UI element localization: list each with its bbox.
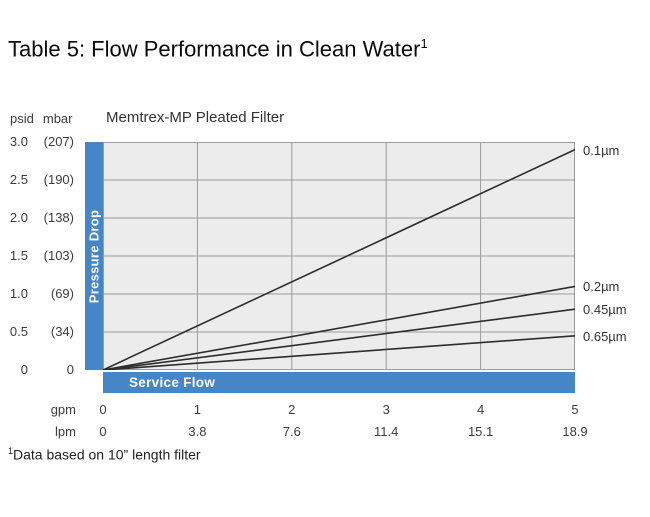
y-tick-mbar: (190) — [43, 172, 74, 187]
x-tick-lpm: 11.4 — [374, 424, 399, 439]
x-tick-gpm: 4 — [476, 402, 485, 417]
y-tick-mbar: (207) — [43, 134, 74, 149]
psid-unit-label: psid — [10, 111, 34, 126]
gpm-unit-label: gpm — [50, 402, 76, 417]
y-tick-mbar: (69) — [50, 286, 74, 301]
x-tick-gpm: 1 — [193, 402, 202, 417]
series-line-0.2µm — [103, 285, 575, 370]
y-tick-row: 2.5 (190) — [0, 172, 76, 188]
y-tick-row: 1.0 (69) — [0, 286, 76, 302]
y-tick-psid: 2.0 — [9, 210, 28, 225]
x-tick-lpm: 0 — [99, 424, 107, 439]
y-tick-row: 1.5 (103) — [0, 248, 76, 264]
x-tick-gpm: 5 — [571, 402, 579, 417]
y-axis-units: psid mbar — [10, 111, 72, 126]
series-line-0.65µm — [103, 335, 575, 370]
x-tick-lpm: 18.9 — [562, 424, 588, 439]
y-tick-psid: 2.5 — [9, 172, 28, 187]
footnote: 1Data based on 10” length filter — [8, 446, 201, 463]
pressure-drop-label: Pressure Drop — [86, 209, 102, 303]
y-tick-mbar: (34) — [50, 324, 74, 339]
series-label-0.1µm: 0.1µm — [583, 142, 620, 158]
x-tick-lpm: 7.6 — [282, 424, 301, 439]
y-tick-psid: 0 — [20, 362, 28, 377]
lpm-unit-label: lpm — [55, 424, 76, 439]
y-tick-mbar: (138) — [43, 210, 74, 225]
y-tick-row: 3.0 (207) — [0, 134, 76, 150]
y-tick-row: 0.5 (34) — [0, 324, 76, 340]
y-tick-psid: 3.0 — [9, 134, 28, 149]
x-tick-lpm: 3.8 — [188, 424, 207, 439]
x-tick-gpm: 2 — [288, 402, 296, 417]
y-tick-psid: 1.0 — [9, 286, 28, 301]
y-tick-row: 2.0 (138) — [0, 210, 76, 226]
series-label-0.65µm: 0.65µm — [583, 328, 627, 344]
footnote-text: Data based on 10” length filter — [13, 446, 201, 463]
service-flow-axis-bar: Service Flow — [103, 372, 575, 393]
y-tick-psid: 1.5 — [9, 248, 28, 263]
x-tick-gpm: 3 — [382, 402, 390, 417]
page-title: Table 5: Flow Performance in Clean Water… — [8, 36, 428, 62]
service-flow-label: Service Flow — [129, 375, 216, 390]
series-line-0.1µm — [103, 148, 575, 370]
y-tick-mbar: (103) — [43, 248, 74, 263]
y-tick-psid: 0.5 — [9, 324, 28, 339]
x-tick-lpm: 15.1 — [467, 424, 494, 439]
x-tick-gpm: 0 — [99, 402, 107, 417]
plot-area — [103, 142, 575, 370]
mbar-unit-label: mbar — [42, 111, 73, 126]
pressure-drop-axis-bar: Pressure Drop — [85, 142, 103, 370]
y-tick-mbar: 0 — [66, 362, 74, 377]
series-line-0.45µm — [103, 308, 575, 370]
footnote-superscript: 1 — [8, 446, 14, 456]
title-superscript: 1 — [420, 36, 428, 51]
page-title-text: Table 5: Flow Performance in Clean Water — [8, 36, 421, 62]
chart-title: Memtrex-MP Pleated Filter — [106, 109, 285, 126]
series-label-0.45µm: 0.45µm — [583, 302, 627, 318]
series-label-0.2µm: 0.2µm — [583, 279, 620, 295]
